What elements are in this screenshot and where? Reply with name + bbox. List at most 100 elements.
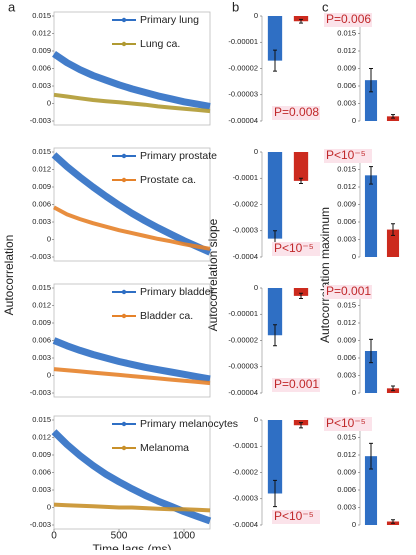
bar bbox=[364, 175, 378, 257]
y-tick-label: -0.00004 bbox=[228, 388, 258, 397]
y-tick-label: 0.003 bbox=[32, 217, 51, 226]
legend-marker bbox=[121, 289, 127, 295]
legend-marker bbox=[121, 41, 127, 47]
y-tick-label: 0 bbox=[47, 370, 51, 379]
x-axis-title: Time lags (ms) bbox=[93, 542, 172, 550]
y-tick-label: -0.0004 bbox=[233, 520, 258, 529]
y-tick-label: 0 bbox=[254, 283, 258, 292]
legend-marker bbox=[121, 445, 127, 451]
legend-label: Primary prostate bbox=[140, 150, 217, 162]
annotation-bg bbox=[324, 417, 372, 431]
y-tick-label: 0.006 bbox=[32, 199, 51, 208]
y-tick-label: -0.003 bbox=[30, 388, 51, 397]
y-tick-label: 0.009 bbox=[32, 450, 51, 459]
y-tick-label: 0.006 bbox=[337, 217, 356, 226]
y-tick-label: 0.015 bbox=[337, 300, 356, 309]
y-tick-label: -0.00002 bbox=[228, 335, 258, 344]
y-tick-label: 0.003 bbox=[32, 485, 51, 494]
panel-letter: a bbox=[8, 0, 16, 14]
y-tick-label: 0.012 bbox=[32, 28, 51, 37]
p-value: P<10⁻⁵ bbox=[274, 241, 314, 255]
series-band bbox=[52, 337, 211, 383]
y-tick-label: -0.003 bbox=[30, 252, 51, 261]
y-tick-label: -0.0004 bbox=[233, 252, 258, 261]
y-tick-label: 0.006 bbox=[32, 63, 51, 72]
series-band bbox=[53, 502, 211, 513]
series-band bbox=[51, 152, 212, 256]
series-band bbox=[52, 51, 211, 110]
legend-marker bbox=[121, 313, 127, 319]
y-tick-label: -0.0002 bbox=[233, 467, 258, 476]
legend-marker bbox=[121, 177, 127, 183]
y-tick-label: 0 bbox=[352, 520, 356, 529]
annotation-bg bbox=[324, 149, 372, 163]
p-value: P=0.001 bbox=[274, 377, 319, 391]
y-tick-label: 0.015 bbox=[32, 147, 51, 156]
y-tick-label: 0.012 bbox=[337, 46, 356, 55]
legend-label: Lung ca. bbox=[140, 38, 180, 50]
y-axis-title: Autocorrelation maximum bbox=[318, 207, 332, 343]
y-tick-label: 0 bbox=[47, 98, 51, 107]
y-tick-label: -0.0001 bbox=[233, 441, 258, 450]
y-tick-label: 0.009 bbox=[32, 318, 51, 327]
y-tick-label: 0.003 bbox=[337, 370, 356, 379]
series-band bbox=[53, 92, 211, 114]
y-tick-label: -0.00003 bbox=[228, 90, 258, 99]
annotation-bg bbox=[272, 106, 320, 120]
y-tick-label: 0.003 bbox=[32, 81, 51, 90]
x-tick-label: 1000 bbox=[173, 531, 196, 542]
y-tick-label: 0 bbox=[254, 415, 258, 424]
y-tick-label: 0.006 bbox=[32, 335, 51, 344]
y-tick-label: 0.012 bbox=[337, 450, 356, 459]
y-tick-label: 0.015 bbox=[32, 415, 51, 424]
bar bbox=[293, 152, 309, 181]
bar bbox=[364, 80, 378, 121]
annotation-bg bbox=[324, 13, 372, 27]
y-tick-label: 0.015 bbox=[337, 28, 356, 37]
y-tick-label: -0.0003 bbox=[233, 494, 258, 503]
y-tick-label: 0.009 bbox=[337, 199, 356, 208]
y-tick-label: 0.015 bbox=[337, 432, 356, 441]
y-tick-label: -0.00004 bbox=[228, 116, 258, 125]
y-tick-label: 0.009 bbox=[32, 182, 51, 191]
series-band bbox=[53, 367, 211, 386]
y-tick-label: 0.006 bbox=[337, 485, 356, 494]
y-axis-title: Autocorrelation slope bbox=[206, 218, 220, 331]
panel-letter: b bbox=[232, 0, 239, 14]
p-value: P<10⁻⁵ bbox=[274, 509, 314, 523]
legend-marker bbox=[121, 421, 127, 427]
y-tick-label: 0.006 bbox=[337, 353, 356, 362]
y-tick-label: 0 bbox=[254, 147, 258, 156]
y-tick-label: 0.009 bbox=[337, 335, 356, 344]
annotation-bg bbox=[272, 378, 320, 392]
y-tick-label: 0.012 bbox=[32, 432, 51, 441]
bar bbox=[267, 152, 283, 239]
bar bbox=[267, 288, 283, 336]
y-tick-label: 0.003 bbox=[337, 98, 356, 107]
x-tick-label: 0 bbox=[51, 531, 57, 542]
x-tick-label: 500 bbox=[111, 531, 128, 542]
y-tick-label: -0.0001 bbox=[233, 173, 258, 182]
y-tick-label: 0.009 bbox=[32, 46, 51, 55]
bar bbox=[267, 420, 283, 494]
series-band bbox=[51, 429, 212, 525]
bar bbox=[293, 16, 309, 22]
legend-label: Primary bladder bbox=[140, 286, 215, 298]
y-tick-label: -0.00001 bbox=[228, 37, 258, 46]
y-tick-label: 0.009 bbox=[337, 63, 356, 72]
y-tick-label: -0.003 bbox=[30, 116, 51, 125]
y-tick-label: -0.0003 bbox=[233, 226, 258, 235]
y-tick-label: 0.006 bbox=[337, 81, 356, 90]
y-tick-label: 0.012 bbox=[32, 164, 51, 173]
y-tick-label: 0.015 bbox=[337, 164, 356, 173]
y-tick-label: 0.003 bbox=[32, 353, 51, 362]
y-tick-label: -0.003 bbox=[30, 520, 51, 529]
y-tick-label: -0.00002 bbox=[228, 63, 258, 72]
y-tick-label: 0 bbox=[47, 234, 51, 243]
legend-label: Bladder ca. bbox=[140, 310, 193, 322]
y-tick-label: -0.00003 bbox=[228, 362, 258, 371]
y-tick-label: 0 bbox=[47, 502, 51, 511]
y-tick-label: 0.012 bbox=[32, 300, 51, 309]
p-value: P=0.006 bbox=[326, 12, 371, 26]
